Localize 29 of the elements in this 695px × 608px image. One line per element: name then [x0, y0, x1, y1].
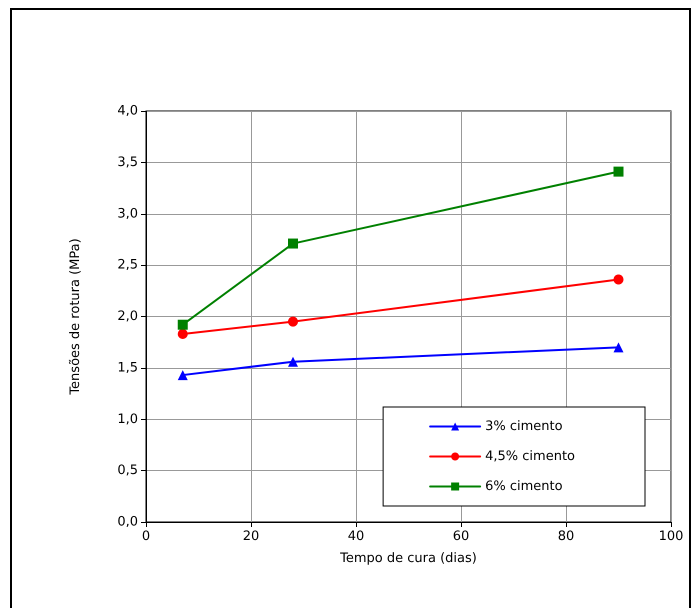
legend-label: 6% cimento	[485, 479, 563, 494]
point	[614, 166, 624, 177]
y-tick-label: 1,0	[117, 412, 138, 427]
x-tick-label: 100	[658, 529, 684, 544]
point	[288, 356, 298, 367]
point	[178, 320, 188, 330]
y-tick-label: 0,5	[117, 463, 138, 478]
point	[614, 274, 624, 285]
y-tick-label: 2,5	[117, 258, 138, 273]
x-tick-label: 40	[348, 529, 364, 544]
y-tick-label: 1,5	[117, 360, 138, 376]
point	[178, 370, 188, 380]
y-tick-label: 3,5	[117, 154, 138, 170]
y-tick-label: 4,0	[117, 104, 138, 118]
legend-label: 3% cimento	[485, 419, 563, 434]
y-tick-label: 3,0	[117, 206, 138, 222]
y-tick-label: 0,0	[117, 514, 138, 530]
x-tick-label: 0	[142, 529, 150, 544]
legend-label: 4,5% cimento	[485, 449, 576, 464]
point	[288, 316, 298, 327]
point	[614, 342, 624, 352]
x-tick-label: 20	[242, 529, 260, 544]
y-tick-label: 2,0	[117, 309, 138, 324]
x-tick-label: 60	[452, 529, 470, 544]
x-tick-label: 80	[558, 529, 574, 544]
y-axis-title: Tensões de rotura (MPa)	[68, 238, 83, 396]
point	[288, 238, 298, 249]
point	[178, 328, 188, 339]
x-axis-title: Tempo de cura (dias)	[339, 551, 477, 566]
